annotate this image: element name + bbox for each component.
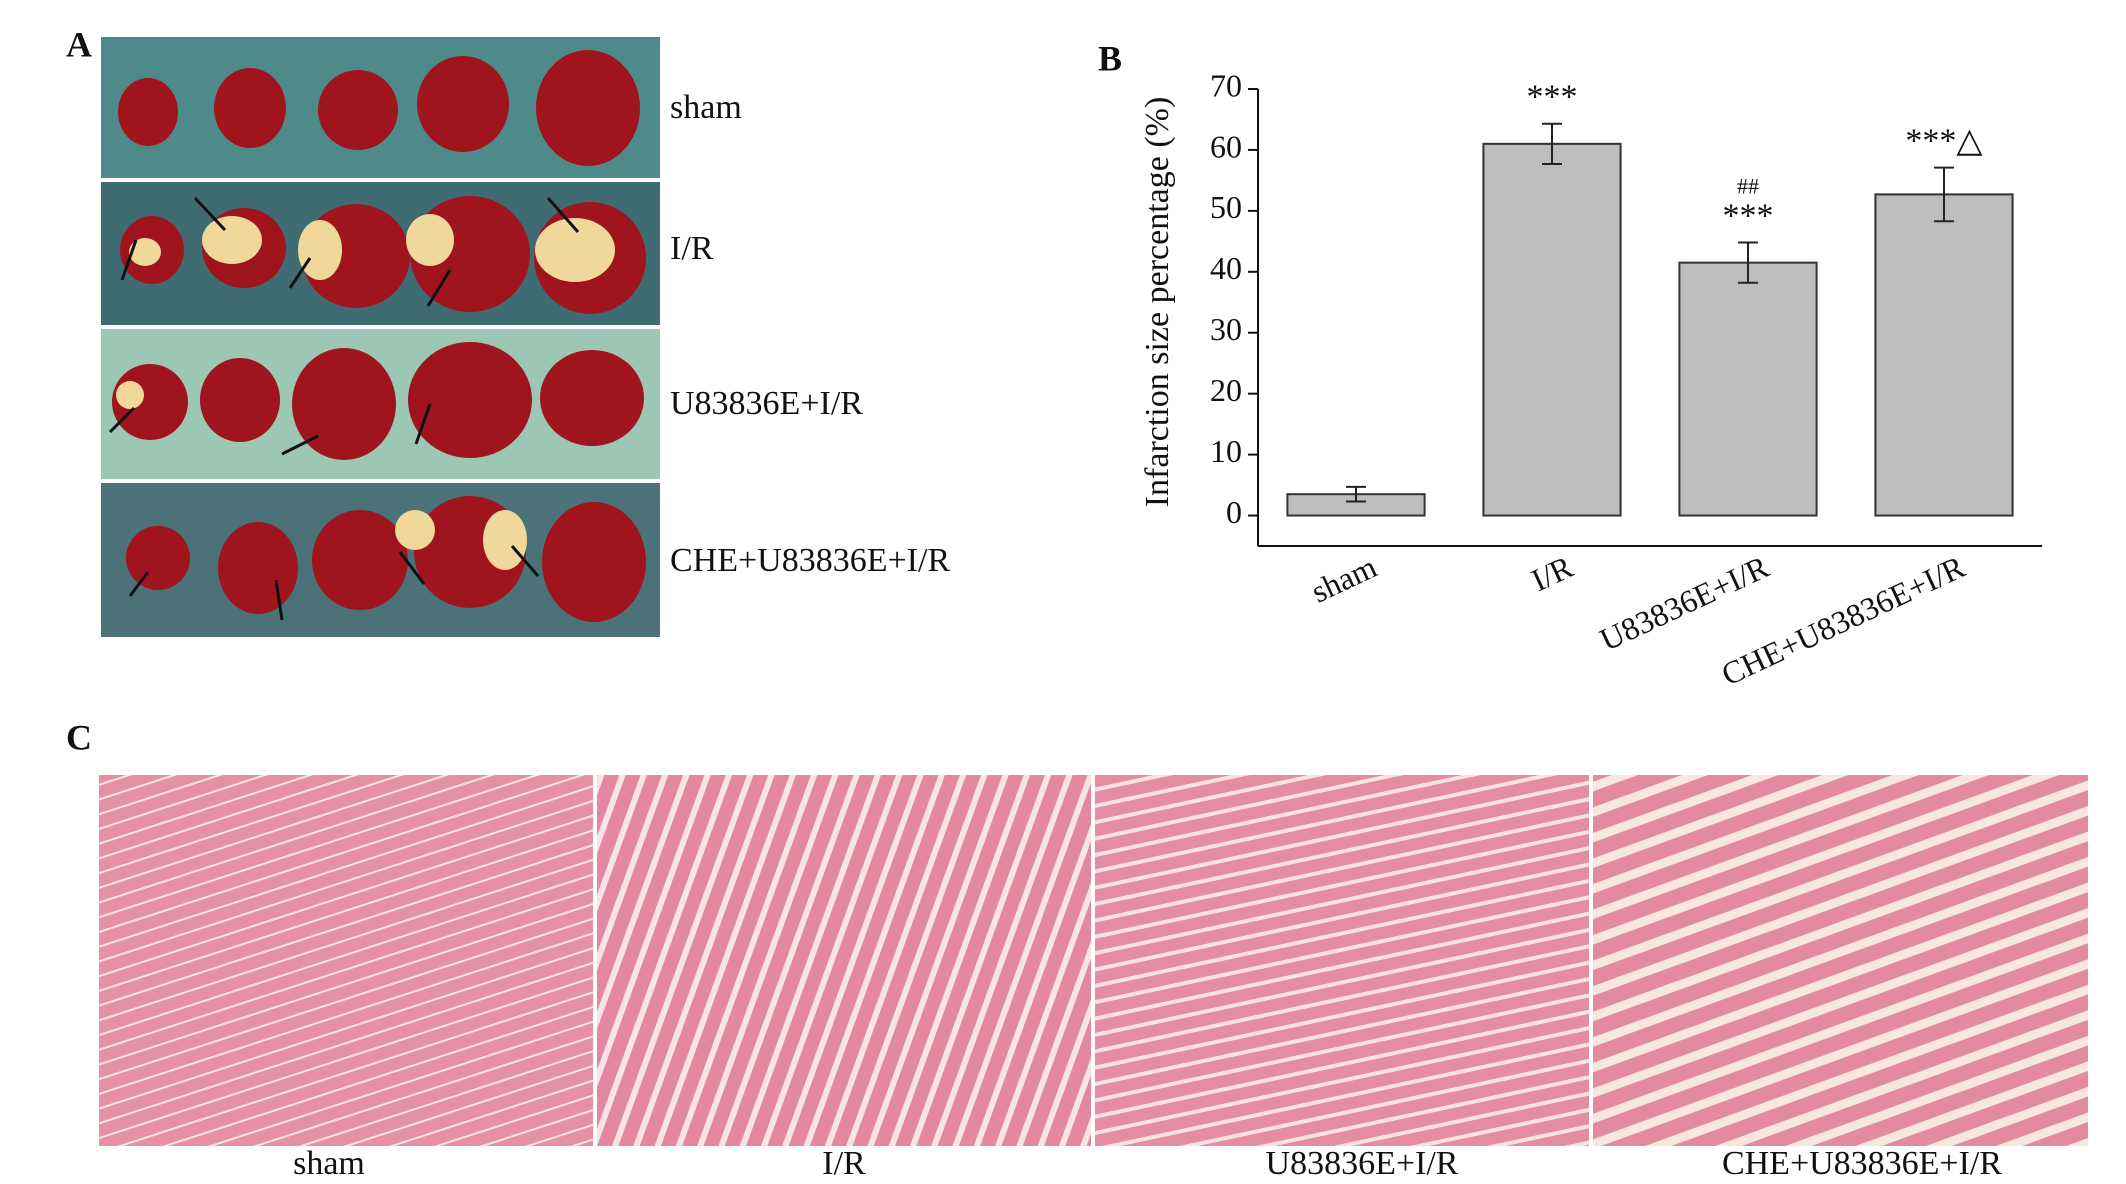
error-bar bbox=[1738, 241, 1758, 284]
row-label: U83836E+I/R bbox=[670, 385, 863, 422]
y-tick-label: 30 bbox=[1210, 311, 1242, 347]
image-label: U83836E+I/R bbox=[1266, 1145, 1459, 1182]
y-tick-label: 60 bbox=[1210, 128, 1242, 164]
error-bar bbox=[1934, 166, 1954, 223]
y-tick-label: 70 bbox=[1210, 67, 1242, 103]
significance-label: *** bbox=[1527, 79, 1578, 116]
bar bbox=[1874, 193, 2014, 517]
x-tick-label: I/R bbox=[1526, 548, 1579, 598]
x-tick-label: U83836E+I/R bbox=[1594, 548, 1774, 658]
y-tick-label: 20 bbox=[1210, 372, 1242, 408]
y-tick-label: 0 bbox=[1226, 494, 1242, 530]
panel-letter: B bbox=[1098, 38, 1122, 78]
image-label: CHE+U83836E+I/R bbox=[1722, 1145, 2002, 1182]
heart-photos bbox=[101, 37, 660, 637]
row-label: I/R bbox=[670, 230, 714, 267]
significance-label: ## bbox=[1737, 174, 1759, 199]
bar bbox=[1678, 261, 1818, 517]
x-tick-label: sham bbox=[1306, 548, 1383, 609]
image-label: I/R bbox=[822, 1145, 866, 1182]
significance-label: *** bbox=[1723, 197, 1774, 234]
bar bbox=[1482, 142, 1622, 517]
y-tick-label: 50 bbox=[1210, 189, 1242, 225]
panel-letter: A bbox=[66, 24, 92, 64]
y-tick-label: 40 bbox=[1210, 250, 1242, 286]
row-label: CHE+U83836E+I/R bbox=[670, 542, 950, 579]
y-axis-label: Infarction size percentage (%) bbox=[1139, 97, 1176, 508]
significance-label: ***△ bbox=[1905, 122, 1983, 159]
error-bar bbox=[1346, 485, 1366, 503]
image-label: sham bbox=[293, 1145, 365, 1182]
histology-images bbox=[99, 775, 2088, 1146]
panel-letter: C bbox=[66, 717, 92, 757]
error-bar bbox=[1542, 122, 1562, 165]
row-label: sham bbox=[670, 89, 742, 126]
y-tick-label: 10 bbox=[1210, 433, 1242, 469]
